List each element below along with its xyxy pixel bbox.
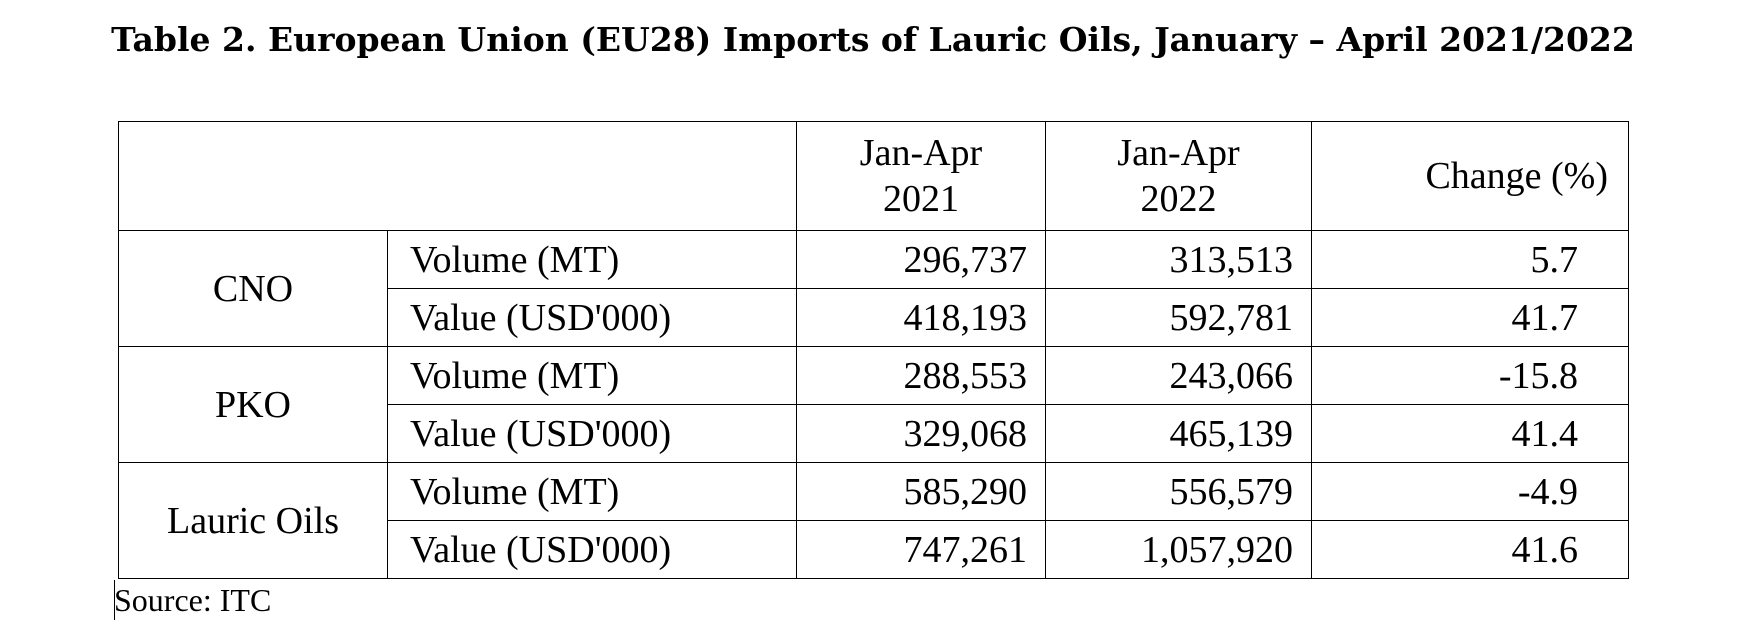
imports-table: Jan-Apr 2021 Jan-Apr 2022 Change (%) CNO… (118, 121, 1629, 579)
value-2021-cell: 288,553 (796, 346, 1046, 405)
header-2022: Jan-Apr 2022 (1045, 121, 1312, 231)
value-2021-cell: 329,068 (796, 404, 1046, 463)
change-cell: 5.7 (1311, 230, 1629, 289)
metric-cell: Volume (MT) (387, 462, 797, 521)
header-blank-cell (118, 121, 797, 231)
table-title: Table 2. European Union (EU28) Imports o… (111, 20, 1635, 59)
header-2021-year: 2021 (883, 178, 959, 220)
group-label-cno: CNO (118, 230, 388, 347)
source-note: Source: ITC (114, 582, 272, 618)
value-2021-cell: 747,261 (796, 520, 1046, 579)
value-2021-cell: 296,737 (796, 230, 1046, 289)
value-2022-cell: 465,139 (1045, 404, 1312, 463)
group-label-pko: PKO (118, 346, 388, 463)
group-label-lauric-oils: Lauric Oils (118, 462, 388, 579)
value-2022-cell: 556,579 (1045, 462, 1312, 521)
table-row: PKO Volume (MT) 288,553 243,066 -15.8 (118, 346, 1629, 463)
table-row: Value (USD'000) 747,261 1,057,920 41.6 (119, 520, 1629, 579)
change-cell: 41.6 (1311, 520, 1629, 579)
header-change: Change (%) (1311, 121, 1629, 231)
header-2022-period: Jan-Apr (1117, 132, 1240, 174)
metric-cell: Volume (MT) (387, 346, 797, 405)
table-row: Value (USD'000) 329,068 465,139 41.4 (119, 404, 1629, 463)
header-2022-year: 2022 (1140, 178, 1217, 220)
value-2022-cell: 313,513 (1045, 230, 1312, 289)
metric-cell: Value (USD'000) (387, 288, 797, 347)
metric-cell: Value (USD'000) (387, 404, 797, 463)
text-cursor-mark (114, 580, 115, 620)
metric-cell: Value (USD'000) (387, 520, 797, 579)
value-2022-cell: 592,781 (1045, 288, 1312, 347)
metric-cell: Volume (MT) (387, 230, 797, 289)
value-2021-cell: 418,193 (796, 288, 1046, 347)
header-row: Jan-Apr 2021 Jan-Apr 2022 Change (%) (118, 121, 1629, 231)
table-row: CNO Volume (MT) 296,737 313,513 5.7 (118, 230, 1629, 347)
header-2021: Jan-Apr 2021 (796, 121, 1046, 231)
value-2021-cell: 585,290 (796, 462, 1046, 521)
change-cell: -15.8 (1311, 346, 1629, 405)
change-cell: 41.4 (1311, 404, 1629, 463)
change-cell: 41.7 (1311, 288, 1629, 347)
value-2022-cell: 1,057,920 (1045, 520, 1312, 579)
value-2022-cell: 243,066 (1045, 346, 1312, 405)
header-2021-period: Jan-Apr (859, 132, 983, 174)
change-cell: -4.9 (1311, 462, 1629, 521)
table-row: Lauric Oils Volume (MT) 585,290 556,579 … (118, 462, 1629, 579)
